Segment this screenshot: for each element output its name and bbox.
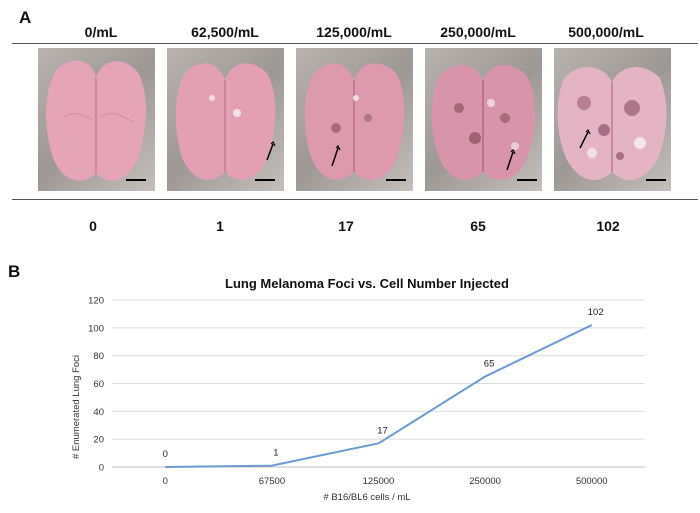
lung-image-0 <box>38 48 155 191</box>
column-label-2: 125,000/mL <box>316 24 392 40</box>
data-labels: 0 1 17 65 102 <box>163 307 604 460</box>
y-tick-label: 120 <box>88 296 104 307</box>
column-label-1: 62,500/mL <box>191 24 259 40</box>
data-label: 0 <box>163 449 168 460</box>
y-tick-label: 80 <box>93 351 104 362</box>
top-rule <box>12 43 698 44</box>
panel-b-letter: B <box>8 262 21 281</box>
x-axis-ticks: 0 67500 125000 250000 500000 <box>163 476 608 487</box>
x-tick-label: 500000 <box>576 476 608 487</box>
x-axis-label: # B16/BL6 cells / mL <box>323 492 410 503</box>
count-value-0: 0 <box>89 218 97 234</box>
y-tick-label: 100 <box>88 323 104 334</box>
chart-gridlines <box>112 299 645 468</box>
panel-a-letter: A <box>19 8 32 27</box>
column-label-0: 0/mL <box>84 24 118 40</box>
data-label: 65 <box>484 359 495 370</box>
x-tick-label: 0 <box>163 476 168 487</box>
column-label-3: 250,000/mL <box>440 24 516 40</box>
y-tick-label: 20 <box>93 435 104 446</box>
data-label: 1 <box>273 448 278 459</box>
y-axis-ticks: 0 20 40 60 80 100 120 <box>88 296 104 474</box>
lung-image-3 <box>425 48 542 191</box>
x-tick-label: 125000 <box>363 476 395 487</box>
y-tick-label: 0 <box>99 463 104 474</box>
count-value-3: 65 <box>470 218 486 234</box>
x-tick-label: 67500 <box>259 476 285 487</box>
y-tick-label: 60 <box>93 379 104 390</box>
data-label: 102 <box>588 307 604 318</box>
column-label-4: 500,000/mL <box>568 24 644 40</box>
lung-image-2 <box>296 48 413 191</box>
lung-image-1 <box>167 48 284 191</box>
bottom-rule <box>12 199 698 200</box>
chart-title: Lung Melanoma Foci vs. Cell Number Injec… <box>225 276 509 291</box>
count-value-4: 102 <box>596 218 620 234</box>
count-value-1: 1 <box>216 218 224 234</box>
x-tick-label: 250000 <box>469 476 501 487</box>
series-line <box>165 324 593 468</box>
y-tick-label: 40 <box>93 407 104 418</box>
data-label: 17 <box>377 425 388 436</box>
lung-image-4 <box>554 48 671 191</box>
line-chart: Lung Melanoma Foci vs. Cell Number Injec… <box>71 276 645 503</box>
count-value-2: 17 <box>338 218 354 234</box>
y-axis-label: # Enumerated Lung Foci <box>71 355 82 459</box>
